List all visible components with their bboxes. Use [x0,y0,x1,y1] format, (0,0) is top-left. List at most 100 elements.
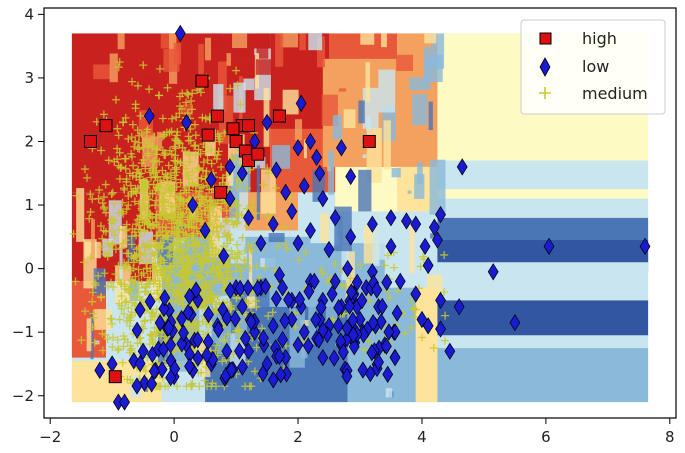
medium-point [127,133,136,142]
medium-point [113,124,122,133]
low-point [444,342,456,360]
medium-point [136,211,145,220]
medium-point [247,203,256,212]
medium-point [207,382,216,391]
medium-point [222,232,231,241]
medium-point [185,212,194,221]
medium-point [263,212,272,221]
medium-point [301,248,310,257]
low-point [181,113,192,132]
heatmap-streak [102,238,114,257]
medium-point [180,285,189,294]
low-point [345,228,357,246]
medium-point [231,213,240,222]
low-point [144,292,156,311]
low-point [391,304,403,322]
low-point [267,317,279,335]
low-point [243,342,254,360]
low-point [345,283,357,301]
medium-point [132,188,141,197]
medium-point [232,208,241,217]
low-point [371,281,383,299]
low-point [356,292,368,310]
medium-point [146,168,155,177]
medium-point [115,174,124,183]
low-point [308,272,320,291]
medium-point [187,232,196,241]
medium-point [252,343,261,352]
medium-point [132,220,141,229]
heatmap-streak [308,33,323,51]
medium-point [135,256,144,265]
medium-point [229,350,238,359]
medium-point [204,255,213,264]
low-point [143,107,155,125]
medium-point [172,288,181,297]
medium-point [169,252,178,261]
heatmap-streak [255,59,274,75]
heatmap-streak [256,33,269,59]
low-point [159,289,171,307]
medium-point [222,206,231,215]
medium-point [86,253,95,262]
medium-point [195,382,204,391]
medium-point [222,171,231,180]
low-point [416,310,428,329]
medium-point [193,207,202,216]
low-point [639,237,651,256]
x-axis: −2 0 2 4 6 8 [39,418,675,446]
medium-point [175,227,184,236]
low-point [394,272,406,290]
medium-point [151,241,160,250]
medium-point [207,247,216,256]
medium-point [131,272,140,281]
medium-point [172,246,181,255]
heatmap-streak [268,232,285,243]
medium-point [400,329,409,338]
heatmap-streak [129,280,138,301]
medium-point [103,335,112,344]
medium-point [115,299,124,308]
medium-point [162,128,171,137]
medium-point [182,252,191,261]
medium-point [97,146,106,155]
low-point [509,313,521,332]
medium-point [439,288,448,297]
low-point [305,132,316,151]
medium-point [281,240,290,249]
low-point [348,338,360,356]
heatmap-streak [204,37,212,61]
medium-point [169,239,178,248]
medium-point [134,265,143,274]
heatmap-streak [299,33,306,51]
medium-point [88,297,97,306]
medium-point [94,194,103,203]
medium-point [167,127,176,136]
low-point [139,374,150,392]
high-point [201,128,215,142]
medium-point [121,226,130,235]
medium-point [134,283,143,292]
medium-point [183,275,192,284]
medium-point [158,114,167,123]
medium-point [107,219,116,228]
heatmap-streak [429,159,446,215]
medium-point [193,163,202,172]
medium-point [130,197,139,206]
medium-point [143,125,152,134]
legend-label-high: high [582,29,617,48]
medium-point [79,258,88,267]
low-point [487,263,499,281]
medium-point [179,161,188,170]
medium-point [155,262,164,271]
medium-point [120,185,129,194]
low-point [428,218,440,236]
heatmap-streak [76,188,85,242]
medium-point [184,132,193,141]
low-point [344,297,355,315]
medium-point [125,169,134,178]
low-point [328,349,340,367]
low-point [237,358,248,376]
medium-point [186,136,195,145]
medium-point [173,244,182,253]
